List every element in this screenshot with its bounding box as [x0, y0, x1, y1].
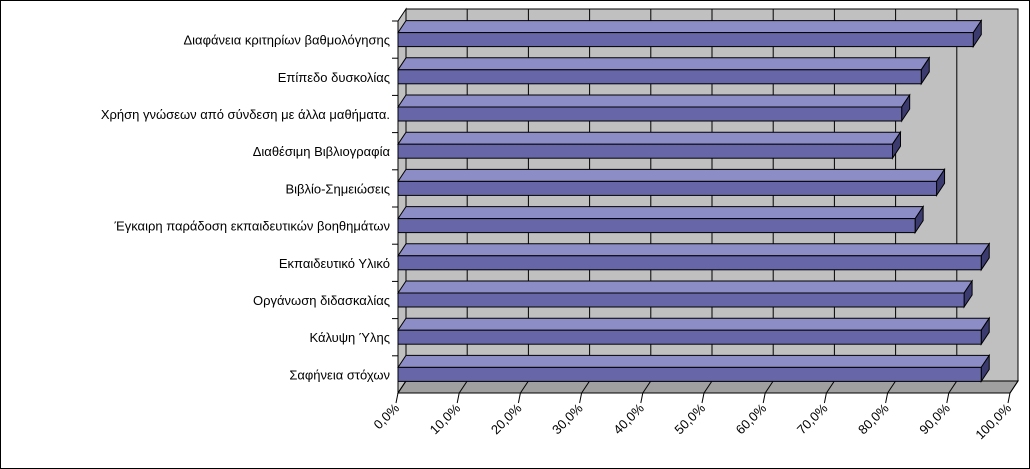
- x-tick-mark: [885, 392, 889, 404]
- bar-top: [397, 280, 974, 294]
- bar-front: [397, 180, 938, 196]
- bar-top: [397, 20, 983, 34]
- floor-gridline: [642, 380, 652, 394]
- bar-front: [397, 255, 982, 271]
- category-label: Έγκαιρη παράδοση εκπαιδευτικών βοηθημάτω…: [114, 219, 390, 234]
- x-tick-mark: [640, 392, 644, 404]
- bar-top: [397, 168, 946, 182]
- bar-front: [397, 106, 903, 122]
- floor-gridline: [1009, 380, 1019, 394]
- bar: [397, 18, 983, 49]
- bar-top: [397, 354, 991, 368]
- bar: [397, 93, 911, 123]
- bar: [397, 167, 946, 198]
- bar-front: [397, 329, 982, 345]
- x-tick-mark: [517, 392, 521, 404]
- x-tick-mark: [395, 392, 399, 404]
- category-label: Σαφήνεια στόχων: [289, 367, 390, 382]
- bar-front: [397, 32, 974, 48]
- x-tick-mark: [701, 392, 705, 404]
- floor-gridline: [397, 380, 407, 394]
- category-label: Χρήση γνώσεων από σύνδεση με άλλα μαθήμα…: [101, 107, 390, 122]
- floor-gridline: [887, 380, 897, 394]
- bar-top: [397, 206, 925, 220]
- bar: [397, 130, 902, 160]
- x-tick-mark: [579, 392, 583, 404]
- category-labels: Διαφάνεια κριτηρίων βαθμολόγησης Επίπεδο …: [101, 20, 398, 382]
- x-tick-mark: [823, 392, 827, 404]
- bar-top: [397, 57, 931, 71]
- bar: [397, 353, 991, 384]
- x-tick-mark: [946, 392, 950, 404]
- floor-gridline: [458, 380, 468, 394]
- bar-front: [397, 143, 893, 159]
- bar: [397, 279, 974, 309]
- floor-gridline: [703, 380, 713, 394]
- bar: [397, 204, 925, 235]
- bar-top: [397, 131, 902, 145]
- category-label: Εκπαιδευτικό Υλικό: [279, 256, 390, 271]
- bar-front: [397, 292, 965, 308]
- bar: [397, 316, 991, 346]
- floor-gridline: [764, 380, 774, 394]
- floor-gridline: [581, 380, 591, 394]
- category-label: Οργάνωση διδασκαλίας: [253, 293, 390, 308]
- floor-gridline: [825, 380, 835, 394]
- category-label: Βιβλίο-Σημειώσεις: [285, 181, 390, 196]
- category-label: Κάλυψη Ύλης: [309, 330, 390, 345]
- bar: [397, 242, 991, 272]
- category-label: Διαφάνεια κριτηρίων βαθμολόγησης: [183, 33, 390, 48]
- floor-gridline: [519, 380, 529, 394]
- bar-top: [397, 317, 991, 331]
- bar-top: [397, 243, 991, 257]
- bar-front: [397, 69, 922, 85]
- x-tick-mark: [456, 392, 460, 404]
- x-tick-mark: [1007, 392, 1011, 404]
- bars: [397, 18, 991, 384]
- category-label: Διαθέσιμη Βιβλιογραφία: [253, 144, 391, 159]
- x-tick-mark: [762, 392, 766, 404]
- bar-front: [397, 218, 916, 234]
- bar-front: [397, 366, 982, 382]
- bar: [397, 56, 931, 86]
- bar-top: [397, 94, 911, 108]
- category-label: Επίπεδο δυσκολίας: [278, 70, 390, 85]
- floor-gridline: [948, 380, 958, 394]
